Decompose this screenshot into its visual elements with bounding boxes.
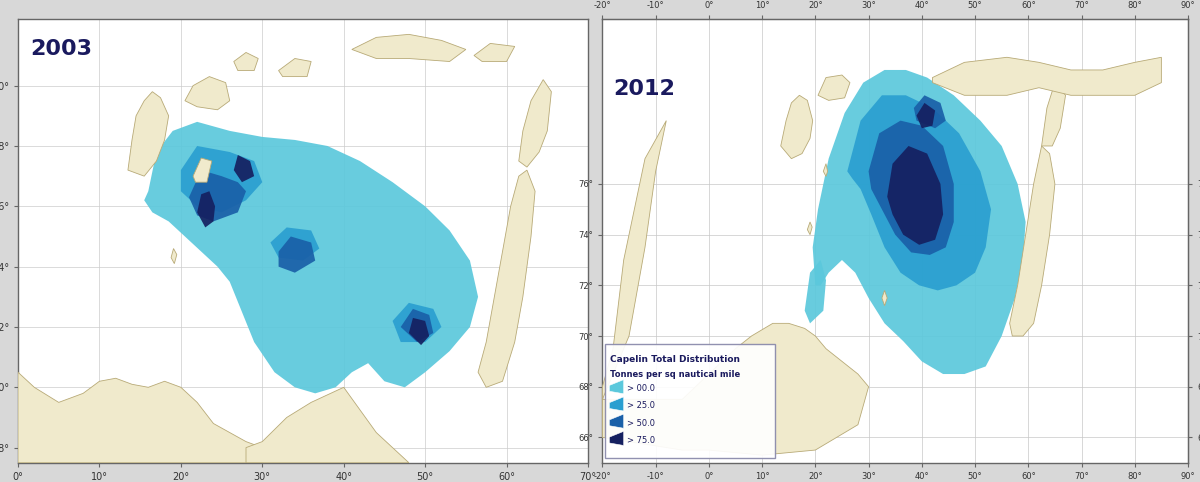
Polygon shape [270, 228, 319, 261]
Polygon shape [392, 303, 442, 342]
Polygon shape [610, 431, 624, 445]
Polygon shape [610, 397, 624, 411]
Polygon shape [1009, 146, 1055, 336]
Polygon shape [808, 222, 812, 235]
Polygon shape [869, 120, 954, 255]
Polygon shape [602, 323, 869, 455]
Polygon shape [128, 92, 169, 176]
Polygon shape [805, 260, 826, 323]
Polygon shape [478, 170, 535, 388]
Text: 2003: 2003 [30, 40, 92, 59]
Polygon shape [818, 75, 850, 100]
Polygon shape [278, 58, 311, 77]
Polygon shape [847, 95, 991, 291]
Polygon shape [193, 158, 211, 182]
Polygon shape [278, 237, 316, 273]
Text: > 00.0: > 00.0 [628, 384, 655, 393]
Polygon shape [781, 95, 812, 159]
Polygon shape [172, 249, 176, 264]
Polygon shape [917, 103, 935, 128]
Polygon shape [234, 155, 254, 182]
Text: Tonnes per sq nautical mile: Tonnes per sq nautical mile [611, 370, 740, 379]
Polygon shape [234, 53, 258, 70]
Text: > 25.0: > 25.0 [628, 402, 655, 411]
Polygon shape [246, 388, 409, 463]
Polygon shape [914, 95, 946, 128]
Polygon shape [181, 146, 263, 213]
Polygon shape [812, 70, 1026, 374]
Polygon shape [144, 122, 478, 393]
Polygon shape [518, 80, 551, 167]
Text: Capelin Total Distribution: Capelin Total Distribution [611, 355, 740, 364]
Polygon shape [401, 309, 433, 342]
Polygon shape [474, 43, 515, 62]
Polygon shape [1042, 82, 1066, 146]
Polygon shape [887, 146, 943, 245]
Polygon shape [602, 120, 666, 400]
Polygon shape [197, 191, 215, 228]
Polygon shape [190, 170, 246, 221]
Polygon shape [610, 380, 624, 394]
Text: > 50.0: > 50.0 [628, 419, 655, 428]
Text: 2012: 2012 [613, 80, 674, 99]
Text: > 75.0: > 75.0 [628, 436, 655, 445]
Polygon shape [185, 77, 229, 110]
Polygon shape [18, 372, 278, 463]
Polygon shape [352, 34, 466, 62]
Polygon shape [932, 57, 1162, 95]
FancyBboxPatch shape [605, 344, 775, 457]
Polygon shape [882, 291, 887, 306]
Polygon shape [409, 318, 430, 345]
Polygon shape [823, 164, 828, 176]
Polygon shape [610, 414, 624, 428]
